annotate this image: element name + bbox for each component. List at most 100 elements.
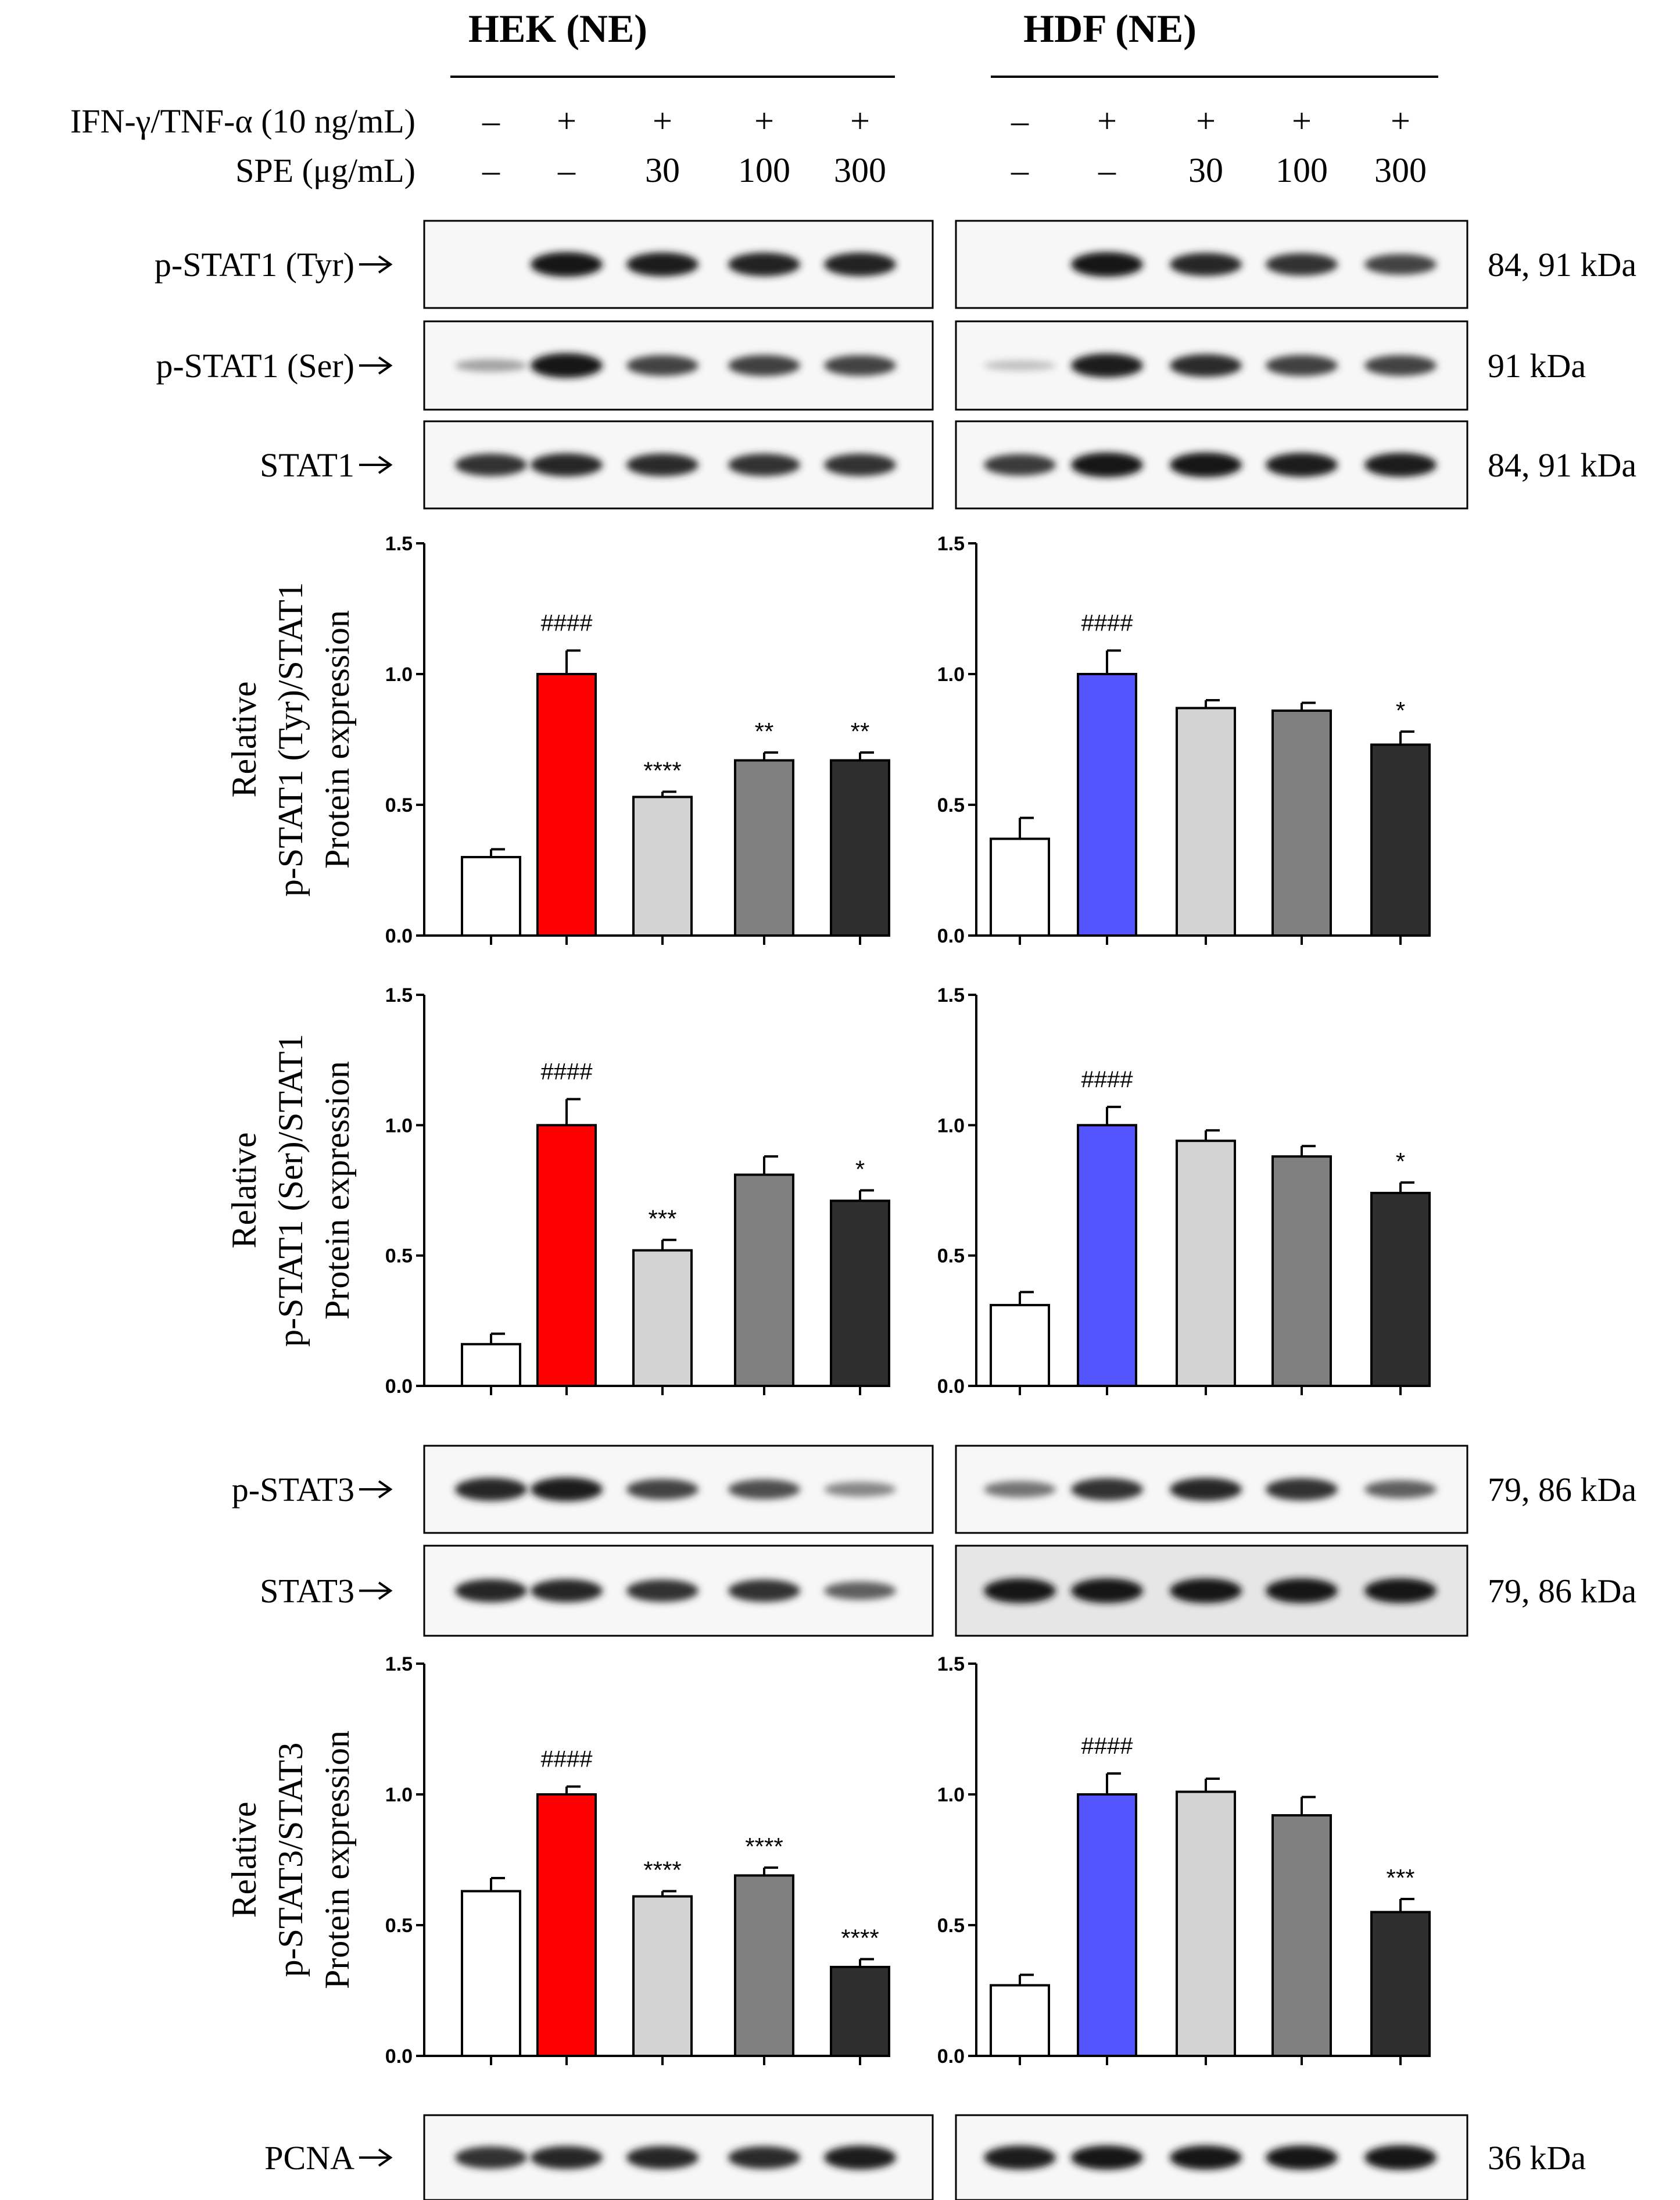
y-tick-label: 1.0 bbox=[937, 1115, 965, 1137]
y-tick-label: 0.0 bbox=[937, 1375, 965, 1398]
blot-band bbox=[626, 252, 698, 277]
y-tick-label: 1.0 bbox=[937, 664, 965, 686]
y-tick-label: 0.5 bbox=[385, 1245, 413, 1267]
treatment-label-spe: SPE (μg/mL) bbox=[235, 152, 415, 189]
blot-band bbox=[531, 453, 603, 476]
significance-label: * bbox=[855, 1156, 865, 1183]
treatment-value: – bbox=[557, 151, 576, 189]
group-title-hdf: HDF (NE) bbox=[1023, 6, 1197, 51]
blot-band bbox=[728, 354, 800, 377]
significance-label: ** bbox=[755, 718, 774, 745]
y-tick-label: 1.0 bbox=[385, 664, 413, 686]
y-tick-label: 0.0 bbox=[385, 925, 413, 947]
blot-band bbox=[1364, 2145, 1437, 2170]
blot-kda-label: 84, 91 kDa bbox=[1488, 246, 1636, 284]
y-axis-label: Protein expression bbox=[318, 1061, 356, 1320]
y-axis-label: p-STAT1 (Ser)/STAT1 bbox=[271, 1034, 310, 1347]
significance-label: * bbox=[1396, 1148, 1405, 1175]
bar-chart-hdf: 0.0 0.5 1.0 1.5 #### * bbox=[937, 984, 1431, 1398]
bar bbox=[1271, 1814, 1332, 2057]
blot-kda-label: 79, 86 kDa bbox=[1488, 1471, 1636, 1509]
treatment-value: + bbox=[1196, 102, 1216, 140]
treatment-value: 300 bbox=[1374, 151, 1427, 189]
bar bbox=[632, 796, 693, 937]
blot-band bbox=[1071, 353, 1143, 378]
blot-band bbox=[824, 252, 896, 277]
y-tick-label: 1.5 bbox=[937, 984, 965, 1006]
bar-chart-hek: 0.0 0.5 1.0 1.5 Relative p-STAT3/STAT3 Protein… bbox=[225, 1653, 890, 2068]
blot-band bbox=[1364, 355, 1437, 376]
significance-label: #### bbox=[1081, 611, 1134, 636]
blot-band bbox=[531, 1477, 603, 1502]
blot-band bbox=[728, 1479, 800, 1500]
blot-kda-label: 79, 86 kDa bbox=[1488, 1572, 1636, 1610]
blot-band bbox=[1364, 453, 1437, 477]
bar bbox=[1077, 1124, 1137, 1388]
blot-row-label: PCNA bbox=[264, 2139, 354, 2177]
bar bbox=[734, 1173, 794, 1387]
y-tick-label: 0.5 bbox=[385, 794, 413, 816]
blot-band bbox=[1071, 1578, 1143, 1603]
arrow-head-icon bbox=[378, 2148, 393, 2167]
y-tick-label: 0.0 bbox=[385, 2045, 413, 2068]
treatment-value: + bbox=[1391, 102, 1410, 140]
y-tick-label: 0.0 bbox=[937, 925, 965, 947]
y-tick-label: 0.5 bbox=[937, 1915, 965, 1937]
bar-chart-hdf: 0.0 0.5 1.0 1.5 #### * bbox=[937, 533, 1431, 947]
treatment-value: 30 bbox=[1188, 151, 1223, 189]
treatment-value: 300 bbox=[834, 151, 886, 189]
treatment-value: + bbox=[850, 102, 870, 140]
y-tick-label: 1.5 bbox=[937, 1653, 965, 1675]
bar bbox=[461, 1343, 521, 1388]
blot-band bbox=[728, 252, 800, 277]
blot-band bbox=[626, 2146, 698, 2169]
bar bbox=[1176, 1790, 1236, 2057]
treatment-value: + bbox=[653, 102, 672, 140]
y-tick-label: 0.5 bbox=[937, 1245, 965, 1267]
significance-label: #### bbox=[1081, 1733, 1134, 1759]
bar bbox=[536, 1124, 597, 1388]
significance-label: #### bbox=[1081, 1067, 1134, 1092]
blot-band bbox=[1071, 1478, 1143, 1501]
blot-row-label: STAT1 bbox=[260, 446, 354, 484]
treatment-value: – bbox=[1011, 102, 1029, 140]
y-axis-label: Protein expression bbox=[318, 1730, 356, 1989]
blot-band bbox=[626, 355, 698, 376]
y-tick-label: 0.5 bbox=[937, 794, 965, 816]
blot-band bbox=[626, 453, 698, 476]
bar-chart-hek: 0.0 0.5 1.0 1.5 Relative p-STAT1 (Ser)/STAT1 P… bbox=[225, 984, 890, 1398]
blot-band bbox=[1364, 1480, 1437, 1499]
significance-label: * bbox=[1396, 697, 1405, 724]
bar bbox=[1077, 1793, 1137, 2057]
y-axis-label: Relative bbox=[225, 1802, 263, 1918]
blot-band bbox=[1170, 1478, 1242, 1501]
blot-row-label: p-STAT3 bbox=[232, 1471, 354, 1509]
blot-band bbox=[984, 2145, 1056, 2170]
treatment-value: 30 bbox=[645, 151, 680, 189]
blot-kda-label: 91 kDa bbox=[1488, 347, 1586, 385]
blot-band bbox=[455, 453, 527, 476]
y-axis-label: p-STAT1 (Tyr)/STAT1 bbox=[271, 582, 310, 897]
blot-band bbox=[1071, 452, 1143, 478]
blot-row-label: p-STAT1 (Ser) bbox=[156, 347, 354, 385]
treatment-value: + bbox=[754, 102, 774, 140]
significance-label: #### bbox=[541, 1747, 593, 1772]
bar bbox=[1176, 1140, 1236, 1387]
group-title-hek: HEK (NE) bbox=[468, 6, 647, 51]
y-tick-label: 0.5 bbox=[385, 1915, 413, 1937]
bar bbox=[830, 1966, 890, 2057]
treatment-value: – bbox=[1011, 151, 1029, 189]
treatment-value: – bbox=[1098, 151, 1116, 189]
y-tick-label: 1.0 bbox=[385, 1784, 413, 1806]
arrow-head-icon bbox=[378, 1480, 393, 1499]
blot-band bbox=[1266, 453, 1338, 477]
y-axis-label: Relative bbox=[225, 682, 263, 798]
blot-band bbox=[1364, 1578, 1437, 1603]
bar bbox=[1176, 707, 1236, 937]
blot-row-label: STAT3 bbox=[260, 1572, 354, 1610]
y-tick-label: 1.0 bbox=[385, 1115, 413, 1137]
treatment-value: 100 bbox=[738, 151, 790, 189]
significance-label: **** bbox=[643, 1857, 681, 1884]
bar bbox=[1370, 1911, 1431, 2057]
